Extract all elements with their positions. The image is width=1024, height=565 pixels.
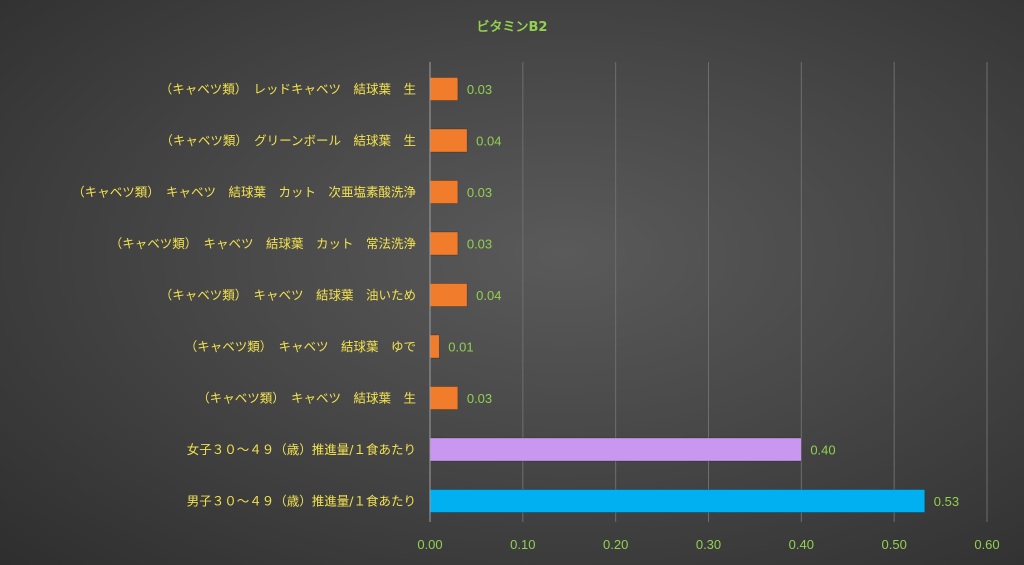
value-label: 0.03 [467,185,492,200]
category-label: （キャベツ類） キャベツ 結球葉 ゆで [185,339,416,354]
value-label: 0.01 [448,340,473,355]
value-label: 0.40 [810,443,835,458]
x-tick-label: 0.30 [696,537,721,552]
value-labels: 0.03 0.04 0.03 0.03 0.04 0.01 0.03 0.40 0.53 [448,82,959,509]
x-tick-label: 0.40 [789,537,814,552]
bar [429,334,440,359]
value-label: 0.04 [476,134,501,149]
value-label: 0.03 [467,237,492,252]
category-label: （キャベツ類） レッドキャベツ 結球葉 生 [160,82,416,97]
category-label: （キャベツ類） キャベツ 結球葉 生 [197,391,416,406]
x-tick-label: 0.50 [882,537,907,552]
bar [429,180,459,204]
category-label: （キャベツ類） キャベツ 結球葉 油いため [160,288,416,303]
category-label: （キャベツ類） キャベツ 結球葉 カット 常法洗浄 [110,236,417,251]
value-label: 0.03 [467,82,492,97]
bar [429,437,802,462]
x-tick-label: 0.60 [974,537,999,552]
bar [429,489,926,513]
chart-title: ビタミンB2 [477,19,548,35]
bars [429,77,926,513]
x-axis-ticks: 0.00 0.10 0.20 0.30 0.40 0.50 0.60 [417,537,999,552]
value-label: 0.53 [934,494,959,509]
bar [429,77,459,101]
category-label: （キャベツ類） グリーンボール 結球葉 生 [160,133,416,148]
bar [429,231,459,256]
category-label: 女子３０～４９（歳）推進量/１食あたり [187,442,416,457]
x-tick-label: 0.20 [603,537,628,552]
category-label: （キャベツ類） キャベツ 結球葉 カット 次亜塩素酸洗浄 [72,185,416,200]
value-label: 0.04 [476,288,501,303]
value-label: 0.03 [467,391,492,406]
x-tick-label: 0.00 [417,537,442,552]
category-labels: （キャベツ類） レッドキャベツ 結球葉 生 （キャベツ類） グリーンボール 結球葉… [72,82,416,509]
x-tick-label: 0.10 [510,537,535,552]
bar [429,128,468,153]
bar [429,283,468,307]
category-label: 男子３０～４９（歳）推進量/１食あたり [187,494,416,509]
bar [429,386,459,410]
